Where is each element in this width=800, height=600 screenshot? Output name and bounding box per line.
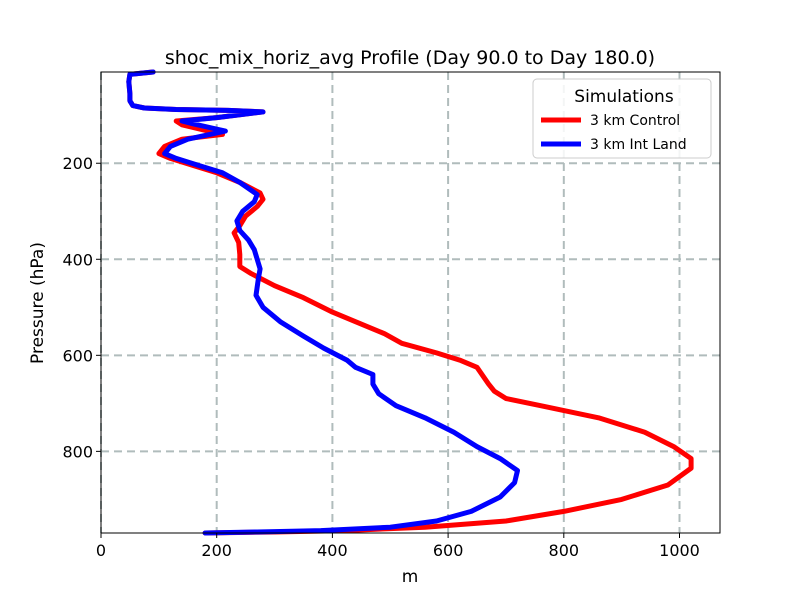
y-axis-label: Pressure (hPa) <box>28 242 48 364</box>
series-group <box>126 69 694 536</box>
y-axis: 200 400 600 800 <box>62 154 101 461</box>
y-tick-label: 400 <box>62 250 93 269</box>
plot-frame <box>100 71 721 534</box>
chart-title: shoc_mix_horiz_avg Profile (Day 90.0 to … <box>165 47 655 69</box>
x-axis-label: m <box>402 567 419 587</box>
y-tick-label: 600 <box>62 346 93 365</box>
x-tick-label: 600 <box>433 541 464 560</box>
legend-box <box>532 78 712 159</box>
legend-label-control: 3 km Control <box>590 113 680 129</box>
x-axis: 0 200 400 600 800 1000 <box>96 533 700 560</box>
legend-label-int-land: 3 km Int Land <box>590 137 687 153</box>
legend-title: Simulations <box>574 87 674 107</box>
legend: Simulations 3 km Control 3 km Int Land <box>532 78 712 159</box>
x-tick-label: 200 <box>201 541 232 560</box>
x-tick-label: 1000 <box>659 541 700 560</box>
x-tick-label: 800 <box>549 541 580 560</box>
y-tick-label: 800 <box>62 442 93 461</box>
y-tick-label: 200 <box>62 154 93 173</box>
x-tick-label: 400 <box>317 541 348 560</box>
series-line-int-land <box>126 69 520 536</box>
x-tick-label: 0 <box>96 541 106 560</box>
